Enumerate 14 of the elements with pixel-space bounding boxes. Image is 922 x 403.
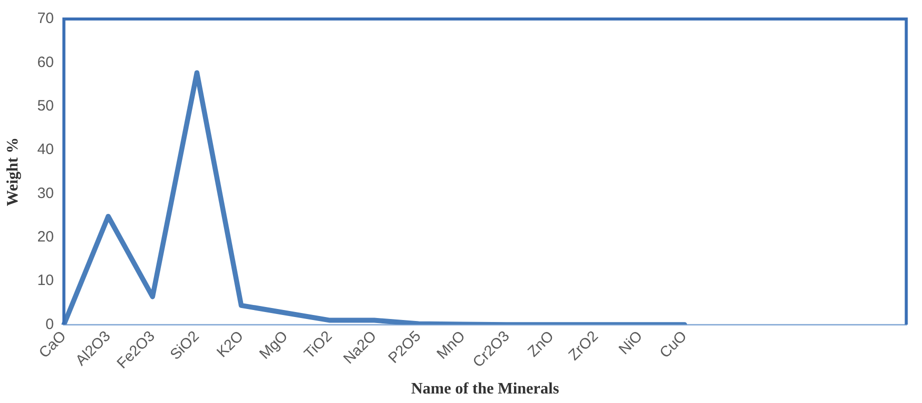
y-tick-label: 40 bbox=[37, 141, 54, 158]
y-axis-title: Weight % bbox=[4, 137, 22, 206]
y-tick-label: 60 bbox=[37, 54, 54, 71]
x-axis-title: Name of the Minerals bbox=[411, 380, 560, 398]
x-tick-label: ZnO bbox=[524, 328, 558, 360]
x-tick-label: TiO2 bbox=[301, 328, 336, 362]
y-tick-label: 70 bbox=[37, 10, 54, 28]
y-tick-label: 20 bbox=[37, 228, 54, 246]
x-tick-label: NiO bbox=[616, 328, 646, 358]
x-tick-label: K2O bbox=[214, 328, 247, 361]
y-tick-label: 50 bbox=[37, 97, 54, 114]
y-tick-label: 30 bbox=[37, 184, 54, 202]
x-tick-label: CuO bbox=[656, 328, 690, 362]
y-tick-label: 10 bbox=[37, 272, 54, 290]
